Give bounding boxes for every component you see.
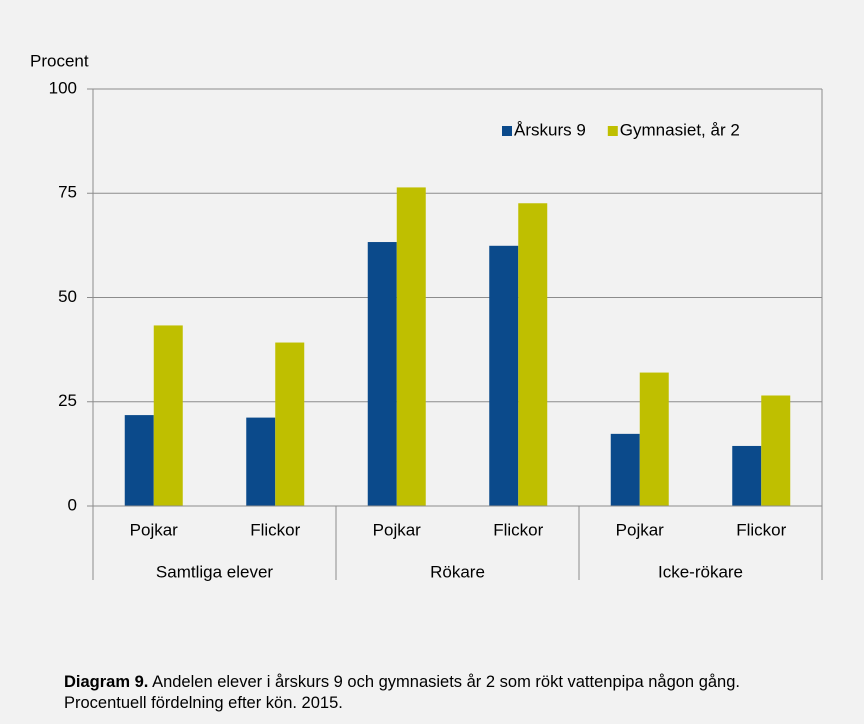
legend-swatch [607, 126, 618, 136]
y-tick-label: 0 [68, 495, 77, 514]
x-tick-label: Flickor [493, 520, 543, 539]
bar [518, 203, 548, 506]
x-tick-label: Pojkar [616, 520, 665, 539]
x-tick-label: Flickor [736, 520, 786, 539]
bar [761, 395, 791, 506]
chart: Procent 0 25 50 75 100 Pojkar Flickor Pojkar Fli… [30, 51, 823, 581]
bar [246, 417, 276, 506]
x-tick-label: Pojkar [130, 520, 179, 539]
bar [396, 187, 426, 507]
caption-text: Andelen elever i årskurs 9 och gymnasiet… [64, 673, 740, 712]
x-tick-label: Flickor [250, 520, 300, 539]
y-tick-label: 100 [49, 78, 77, 97]
group-label: Rökare [430, 562, 485, 581]
bar [275, 342, 305, 506]
x-tick-label: Pojkar [373, 520, 422, 539]
legend-label: Gymnasiet, år 2 [620, 120, 740, 139]
caption-label: Diagram 9. [64, 673, 149, 691]
group-label: Samtliga elever [156, 562, 274, 581]
caption: Diagram 9. Andelen elever i årskurs 9 oc… [64, 672, 804, 714]
bar [732, 445, 762, 506]
legend-label: Årskurs 9 [514, 120, 586, 139]
bar [124, 415, 154, 506]
bar [153, 325, 183, 506]
legend-swatch [502, 126, 512, 136]
y-tick-label: 75 [58, 183, 77, 202]
y-axis-label: Procent [30, 51, 89, 70]
group-label: Icke-rökare [658, 562, 743, 581]
bar [639, 372, 669, 506]
y-tick-label: 25 [58, 391, 77, 410]
bar [489, 245, 519, 507]
bar [367, 242, 397, 506]
y-tick-label: 50 [58, 287, 77, 306]
bar [610, 433, 640, 506]
